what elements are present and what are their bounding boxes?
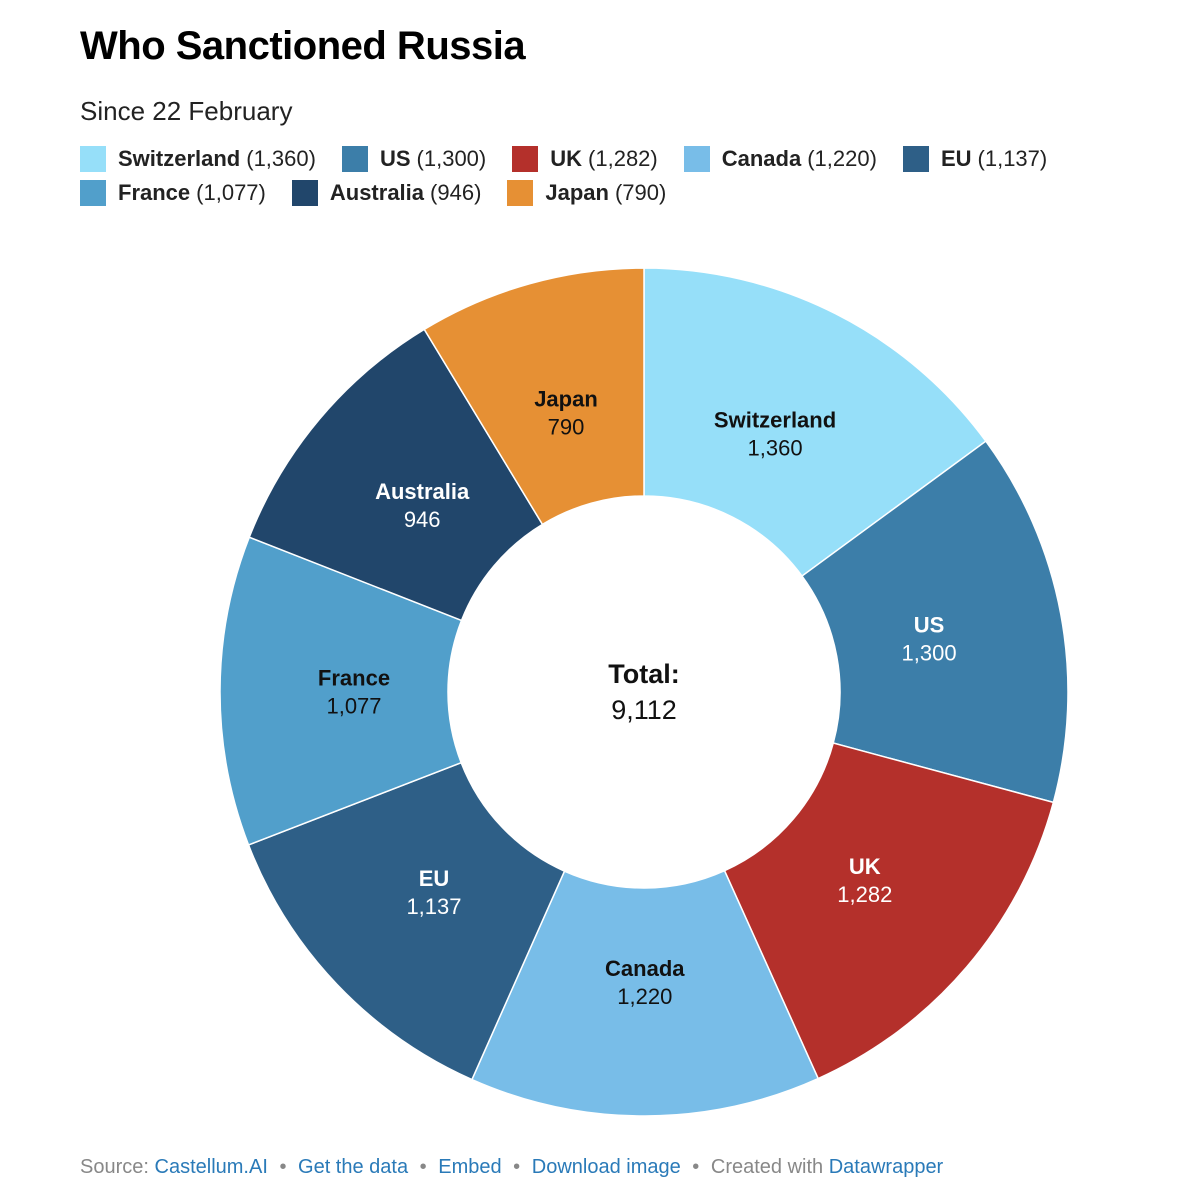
legend-label: Japan (545, 180, 609, 205)
legend-item-uk: UK (1,282) (512, 144, 658, 174)
slice-label-canada: Canada (605, 956, 685, 981)
datawrapper-link[interactable]: Datawrapper (828, 1156, 944, 1178)
legend-label: Canada (721, 146, 802, 171)
download-image-link[interactable]: Download image (531, 1156, 681, 1178)
legend-value: (1,360) (246, 146, 316, 171)
legend-swatch (80, 146, 106, 172)
legend-value: (1,282) (588, 146, 658, 171)
legend-item-australia: Australia (946) (291, 178, 482, 208)
legend-value: (1,137) (977, 146, 1048, 171)
legend-swatch (902, 146, 929, 172)
center-total-value: 9,112 (611, 695, 677, 725)
slice-japan[interactable] (423, 267, 645, 526)
slice-france[interactable] (219, 536, 463, 846)
legend-label: Switzerland (118, 146, 241, 171)
slice-label-uk: UK (849, 854, 881, 879)
footer-separator: • (419, 1156, 427, 1178)
legend-swatch (80, 180, 106, 206)
legend-label: France (118, 180, 191, 205)
slice-eu[interactable] (247, 761, 566, 1081)
legend-label: US (379, 146, 411, 171)
slice-value-uk: 1,282 (837, 882, 892, 907)
legend-item-eu: EU (1,137) (902, 144, 1048, 174)
slice-label-eu: EU (419, 866, 450, 891)
slice-switzerland[interactable] (643, 267, 987, 578)
legend-swatch (291, 180, 318, 206)
legend-label: Australia (329, 180, 425, 205)
created-with-prefix: Created with (710, 1156, 824, 1178)
slice-us[interactable] (800, 440, 1069, 804)
source-prefix: Source: (80, 1156, 149, 1178)
slice-value-eu: 1,137 (406, 894, 461, 919)
get-data-link[interactable]: Get the data (298, 1156, 409, 1178)
slice-labels: Switzerland 1,360 US 1,300 UK 1,282 Canada 1,22… (318, 387, 957, 1009)
legend-swatch (683, 146, 710, 172)
slice-label-japan: Japan (534, 387, 598, 412)
legend-item-switzerland: Switzerland (1,360) (80, 144, 316, 174)
slice-label-australia: Australia (375, 479, 470, 504)
legend-swatch (341, 146, 368, 172)
legend-item-us: US (1,300) (341, 144, 487, 174)
source-link[interactable]: Castellum.AI (154, 1156, 268, 1178)
footer-separator: • (692, 1156, 700, 1178)
slice-uk[interactable] (723, 742, 1055, 1080)
slice-canada[interactable] (470, 869, 820, 1117)
footer: Source: Castellum.AI • Get the data • Em… (80, 1156, 943, 1179)
legend-swatch (512, 146, 539, 172)
slice-value-japan: 790 (548, 415, 585, 440)
legend-label: EU (940, 146, 972, 171)
slice-value-switzerland: 1,360 (748, 435, 803, 460)
footer-separator: • (279, 1156, 287, 1178)
legend-item-france: France (1,077) (80, 178, 266, 208)
center-total-label: Total: (608, 659, 679, 689)
slice-label-us: US (914, 613, 945, 638)
slice-label-switzerland: Switzerland (714, 407, 836, 432)
legend-item-canada: Canada (1,220) (683, 144, 877, 174)
slice-value-us: 1,300 (902, 641, 957, 666)
legend-item-japan: Japan (790) (507, 178, 666, 208)
legend-value: (1,220) (807, 146, 877, 171)
legend: Switzerland (1,360) US (1,300) UK (1,282… (80, 144, 1140, 208)
embed-link[interactable]: Embed (438, 1156, 502, 1178)
chart-title: Who Sanctioned Russia (80, 24, 526, 68)
legend-value: (946) (430, 180, 482, 205)
donut-slices (219, 267, 1069, 1117)
legend-value: (1,300) (416, 146, 487, 171)
chart-subtitle: Since 22 February (80, 96, 293, 126)
legend-swatch (507, 180, 534, 206)
footer-separator: • (513, 1156, 521, 1178)
slice-australia[interactable] (248, 328, 544, 622)
slice-value-france: 1,077 (326, 693, 381, 718)
legend-value: (1,077) (196, 180, 266, 205)
slice-value-australia: 946 (404, 507, 441, 532)
slice-label-france: France (318, 665, 390, 690)
slice-value-canada: 1,220 (617, 984, 672, 1009)
legend-value: (790) (614, 180, 667, 205)
legend-label: UK (550, 146, 583, 171)
